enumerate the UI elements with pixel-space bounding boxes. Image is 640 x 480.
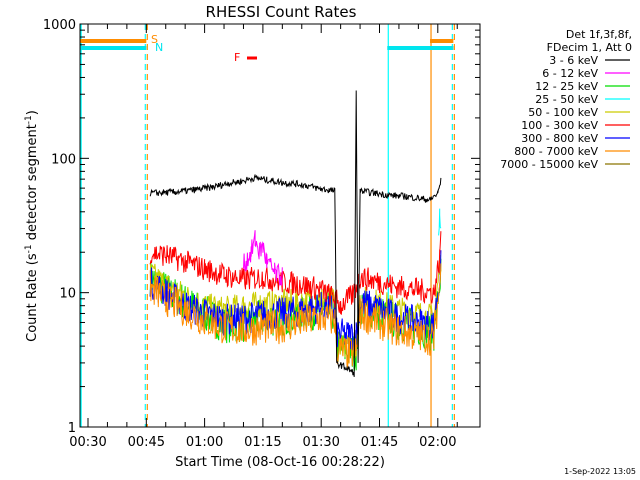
- y-tick-label: 1000: [43, 18, 76, 33]
- legend-entry-label: 12 - 25 keV: [535, 80, 598, 93]
- series-line: [438, 208, 442, 236]
- x-axis-label: Start Time (08-Oct-16 00:28:22): [175, 455, 385, 470]
- plot-frame: [79, 23, 481, 428]
- legend-entry-label: 25 - 50 keV: [535, 93, 598, 106]
- y-tick-label: 10: [59, 287, 76, 302]
- y-tick-label: 1: [68, 421, 76, 436]
- series-line: [149, 263, 442, 369]
- y-axis-label: Count Rate (s-1 detector segment-1): [24, 110, 40, 342]
- y-tick-label: 100: [51, 152, 76, 167]
- series-line: [149, 231, 442, 315]
- flag-s-label: S: [151, 33, 158, 46]
- flag-f-label: F: [234, 51, 240, 64]
- plot-area: SN F: [80, 24, 455, 427]
- x-tick-label: 01:15: [244, 435, 281, 450]
- x-tick-label: 01:45: [361, 435, 398, 450]
- y-axis: 1 10 100 1000: [43, 18, 480, 436]
- footer-timestamp: 1-Sep-2022 13:05: [564, 467, 636, 476]
- series-line: [149, 90, 442, 377]
- series-line: [243, 230, 283, 286]
- flag-n-label: N: [155, 41, 163, 54]
- x-tick-label: 00:30: [69, 435, 106, 450]
- legend-entry-label: 3 - 6 keV: [549, 54, 598, 67]
- legend-entry-label: 50 - 100 keV: [528, 106, 598, 119]
- x-axis: 00:30 00:45 01:00 01:15 01:30 01:45 02:00: [69, 24, 458, 450]
- x-tick-label: 01:00: [186, 435, 223, 450]
- legend-entry-label: 100 - 300 keV: [521, 119, 598, 132]
- legend-header: FDecim 1, Att 0: [547, 41, 632, 54]
- chart-title: RHESSI Count Rates: [206, 3, 357, 21]
- series-line: [149, 254, 442, 358]
- legend-entry-label: 6 - 12 keV: [542, 67, 598, 80]
- x-tick-label: 01:30: [302, 435, 339, 450]
- legend-entry-label: 7000 - 15000 keV: [500, 158, 598, 171]
- x-tick-label: 00:45: [128, 435, 165, 450]
- legend-entry-label: 300 - 800 keV: [521, 132, 598, 145]
- legend-entry-label: 800 - 7000 keV: [514, 145, 598, 158]
- legend-header: Det 1f,3f,8f,: [566, 28, 632, 41]
- x-tick-label: 02:00: [419, 435, 456, 450]
